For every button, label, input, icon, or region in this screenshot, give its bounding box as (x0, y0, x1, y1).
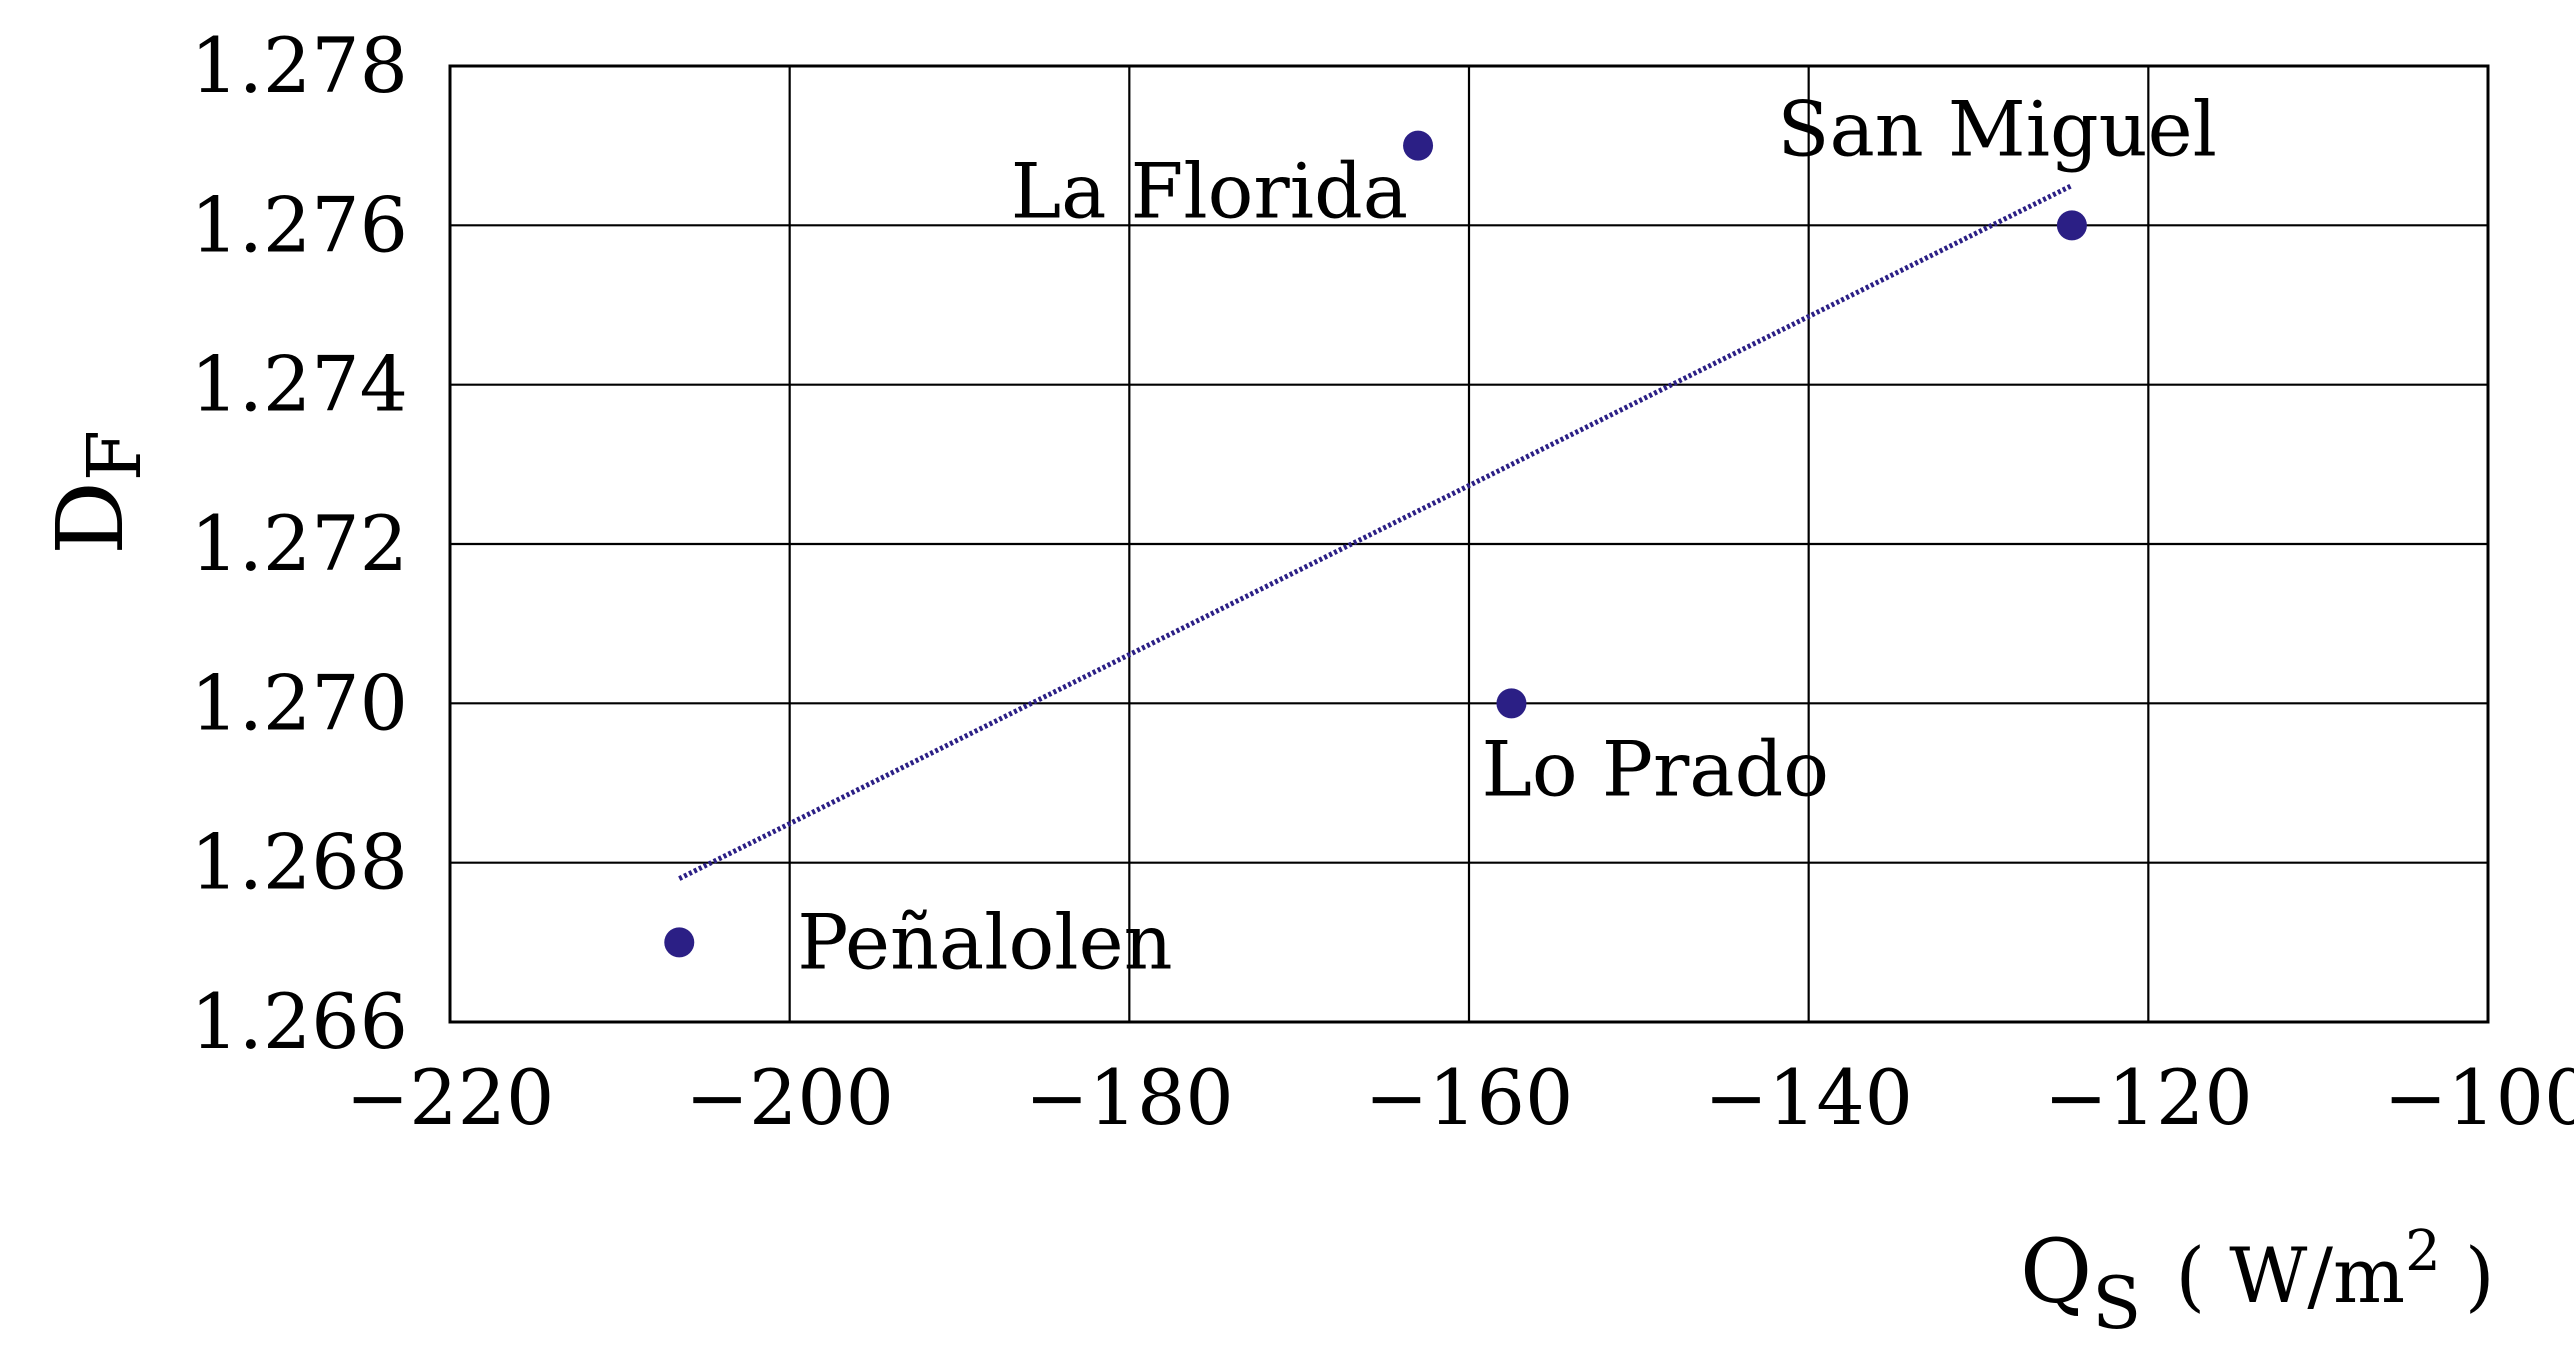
x-tick-label: −200 (685, 1053, 894, 1142)
data-points: Peñalolen La Florida Lo Prado San Miguel (664, 84, 2217, 986)
y-tick-label: 1.278 (190, 21, 408, 110)
y-tick-labels: 1.266 1.268 1.270 1.272 1.274 1.276 1.278 (190, 21, 408, 1066)
x-tick-label: −140 (1704, 1053, 1913, 1142)
point-label: Peñalolen (797, 897, 1172, 986)
x-tick-label: −120 (2044, 1053, 2253, 1142)
grid (448, 64, 2490, 1024)
y-tick-label: 1.266 (190, 977, 408, 1066)
y-tick-label: 1.270 (190, 658, 408, 747)
x-axis-title-unit-close: ) (2441, 1231, 2495, 1320)
x-tick-label: −100 (2384, 1053, 2574, 1142)
plot-frame (448, 64, 2490, 1024)
point-label: San Miguel (1777, 84, 2217, 173)
data-point (2056, 210, 2087, 241)
x-axis-title-unit: ( W/m (2175, 1231, 2405, 1320)
trendline (678, 183, 2074, 881)
x-tick-labels: −220 −200 −180 −160 −140 −120 −100 (346, 1053, 2574, 1142)
x-axis-title-unit-sup: 2 (2405, 1219, 2441, 1284)
point-label: Lo Prado (1481, 724, 1829, 813)
data-point (1496, 688, 1527, 719)
y-axis-title-main: D (37, 481, 144, 555)
x-tick-label: −160 (1365, 1053, 1574, 1142)
data-point (664, 927, 695, 958)
x-tick-label: −180 (1025, 1053, 1234, 1142)
y-axis-title: DF (37, 430, 158, 555)
y-tick-label: 1.272 (190, 499, 408, 588)
point-label: La Florida (1011, 147, 1408, 236)
trendline-group (678, 183, 2074, 881)
x-tick-label: −220 (346, 1053, 555, 1142)
data-point (1403, 130, 1434, 161)
x-axis-title-sub: S (2092, 1261, 2141, 1345)
x-axis-title: QS ( W/m2 ) (2020, 1219, 2495, 1345)
y-axis-title-sub: F (72, 430, 158, 481)
y-tick-label: 1.276 (190, 180, 408, 269)
y-tick-label: 1.268 (190, 818, 408, 907)
y-tick-label: 1.274 (190, 340, 408, 429)
x-axis-title-main: Q (2020, 1220, 2092, 1323)
